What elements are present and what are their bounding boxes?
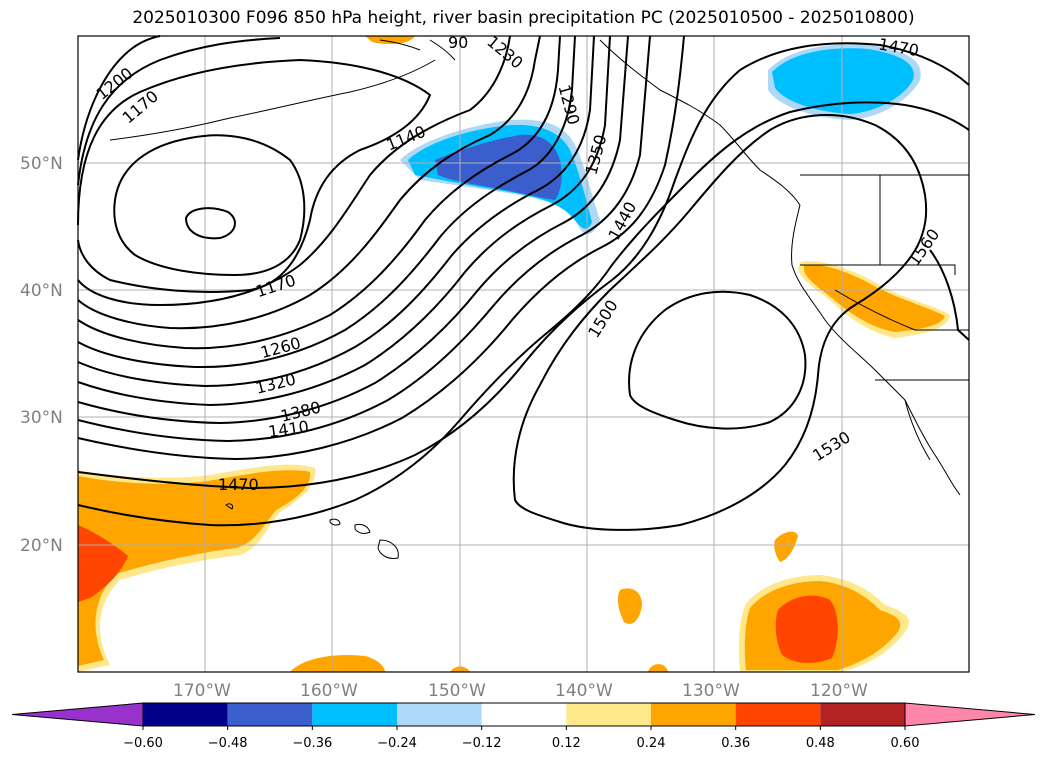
height-contour xyxy=(512,113,928,531)
colorbar-cell xyxy=(312,703,397,726)
positive-pc-region xyxy=(617,588,642,625)
colorbar-extend-low xyxy=(11,702,144,727)
height-contour xyxy=(77,35,629,425)
latitude-labels: 50°N 40°N 30°N 20°N xyxy=(20,154,63,556)
map-frame xyxy=(77,35,970,673)
colorbar-tick-label: −0.60 xyxy=(123,736,163,751)
height-contour xyxy=(77,35,576,369)
height-contour xyxy=(77,37,281,186)
positive-pc-region xyxy=(78,470,311,666)
negative-pc-region xyxy=(435,134,562,200)
map-title: 2025010300 F096 850 hPa height, river ba… xyxy=(132,8,915,28)
colorbar-extend-high xyxy=(904,702,1036,727)
height-contour xyxy=(929,249,970,341)
colorbar-cell xyxy=(651,703,736,726)
colorbar-tick-label: −0.24 xyxy=(377,736,417,751)
positive-pc-region xyxy=(774,531,798,562)
lat-label-50n: 50°N xyxy=(20,154,63,174)
colorbar-tick-label: −0.12 xyxy=(462,736,502,751)
contour-label: 1470 xyxy=(218,475,259,494)
lon-label-120w: 120°W xyxy=(810,681,868,701)
lat-label-30n: 30°N xyxy=(20,408,63,428)
colorbar-cell xyxy=(735,703,821,726)
height-contour xyxy=(77,35,511,307)
colorbar-tick-label: 0.24 xyxy=(637,736,666,751)
colorbar-cell xyxy=(397,703,482,726)
positive-pc-region xyxy=(290,654,385,672)
height-contour xyxy=(77,35,611,407)
height-contours xyxy=(77,35,970,531)
lat-label-20n: 20°N xyxy=(20,536,63,556)
positive-pc-region xyxy=(78,525,128,602)
colorbar-tick-label: 0.48 xyxy=(806,736,835,751)
positive-pc-region xyxy=(648,664,668,672)
lat-label-40n: 40°N xyxy=(20,281,63,301)
height-contour xyxy=(77,101,970,527)
lon-label-150w: 150°W xyxy=(428,681,486,701)
colorbar-tick-label: −0.48 xyxy=(208,736,248,751)
height-contour xyxy=(628,290,807,430)
height-contour xyxy=(184,207,236,240)
longitude-labels: 170°W 160°W 150°W 140°W 130°W 120°W xyxy=(173,681,868,701)
graticule xyxy=(78,36,969,672)
colorbar-cell xyxy=(820,703,905,726)
colorbar-tick-label: 0.60 xyxy=(891,736,920,751)
colorbar-cell xyxy=(143,703,228,726)
positive-pc-region xyxy=(365,36,415,44)
colorbar-frame xyxy=(142,702,906,727)
colorbar-tick-label: 0.12 xyxy=(552,736,581,751)
lon-label-140w: 140°W xyxy=(555,681,613,701)
colorbar: −0.60 −0.48 −0.36 −0.24 −0.12 0.12 0.24 0.36 0.4… xyxy=(11,702,1036,751)
colorbar-cell xyxy=(566,703,651,726)
height-contour xyxy=(77,35,561,350)
colorbar-cell xyxy=(227,703,313,726)
colorbar-cell xyxy=(481,703,567,726)
map-area: 1200 1170 1140 1230 1290 1350 1440 1470 … xyxy=(77,32,970,673)
height-contour xyxy=(77,35,161,161)
colorbar-tick-label: 0.36 xyxy=(721,736,750,751)
height-contour xyxy=(113,134,306,277)
coastlines xyxy=(109,39,969,559)
contour-label: 90 xyxy=(448,33,468,52)
negative-pc-region xyxy=(772,48,914,114)
colorbar-tick-label: −0.36 xyxy=(292,736,332,751)
height-contour xyxy=(77,35,595,388)
lon-label-160w: 160°W xyxy=(300,681,358,701)
lon-label-130w: 130°W xyxy=(682,681,740,701)
height-contour xyxy=(77,35,685,461)
height-contour xyxy=(77,35,651,443)
height-contour xyxy=(77,42,970,490)
positive-pc-region xyxy=(775,595,838,663)
height-contour xyxy=(77,35,541,330)
lon-label-170w: 170°W xyxy=(173,681,231,701)
height-contour xyxy=(77,58,432,293)
positive-pc-region xyxy=(804,264,945,332)
